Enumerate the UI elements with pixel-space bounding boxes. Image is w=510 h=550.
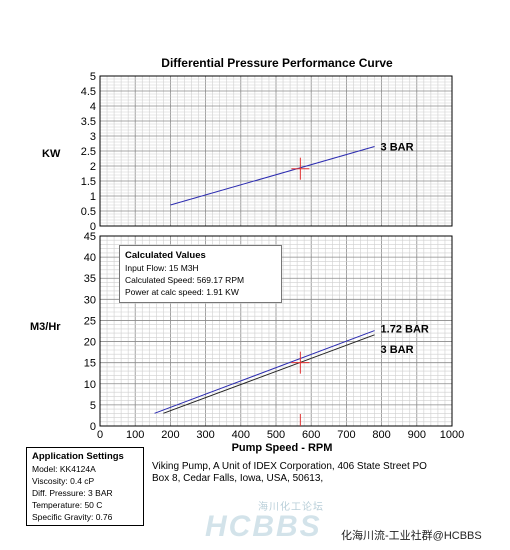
y-tick-label: 35 (84, 273, 96, 285)
y-axis-label-m3hr: M3/Hr (30, 321, 61, 333)
y-tick-label: 30 (84, 294, 96, 306)
setting-specific-gravity: Specific Gravity: 0.76 (32, 512, 113, 522)
chart-title: Differential Pressure Performance Curve (161, 56, 393, 70)
y-tick-label: 20 (84, 337, 96, 349)
y-tick-label: 0 (90, 221, 96, 233)
panel-frame (99, 235, 453, 427)
company-line-1: Viking Pump, A Unit of IDEX Corporation,… (152, 461, 427, 472)
application-settings-heading: Application Settings (32, 451, 124, 462)
y-tick-label: 15 (84, 358, 96, 370)
series-line (170, 146, 375, 206)
series-line (163, 334, 375, 414)
calc-speed: Calculated Speed: 569.17 RPM (125, 275, 245, 285)
series-label: 3 BAR (381, 344, 414, 356)
y-tick-label: 25 (84, 315, 96, 327)
x-tick-label: 700 (337, 429, 355, 441)
y-tick-label: 5 (90, 400, 96, 412)
setting-diff-pressure: Diff. Pressure: 3 BAR (32, 488, 113, 498)
y-axis-label-kw: KW (42, 148, 61, 160)
setting-temperature: Temperature: 50 C (32, 500, 103, 510)
y-tick-label: 0 (90, 421, 96, 433)
calc-input-flow: Input Flow: 15 M3H (125, 263, 199, 273)
series-label: 1.72 BAR (381, 324, 429, 336)
x-axis-label: Pump Speed - RPM (232, 442, 333, 454)
x-tick-label: 200 (161, 429, 179, 441)
y-tick-label: 4.5 (81, 86, 96, 98)
tick-labels: 5 4.5 4 3.5 3 2.5 2 1.5 1 0.5 0 3 BAR 45 40 35 30 25 20 15… (81, 71, 465, 441)
company-info: Viking Pump, A Unit of IDEX Corporation,… (152, 461, 452, 485)
series-line (154, 330, 375, 414)
x-tick-label: 400 (232, 429, 250, 441)
series-lines (154, 146, 375, 414)
panel-frame (99, 75, 453, 227)
application-settings-box: Application Settings Model: KK4124A Visc… (26, 447, 144, 526)
setting-viscosity: Viscosity: 0.4 cP (32, 476, 95, 486)
y-tick-label: 5 (90, 71, 96, 83)
calculated-values-box: Calculated Values Input Flow: 15 M3H Cal… (119, 245, 282, 303)
y-tick-label: 1 (90, 191, 96, 203)
plot-frame (99, 75, 453, 427)
calculated-values-heading: Calculated Values (125, 250, 206, 261)
y-tick-label: 1.5 (81, 176, 96, 188)
company-line-2: Box 8, Cedar Falls, Iowa, USA, 50613, (152, 473, 324, 484)
y-tick-label: 2 (90, 161, 96, 173)
y-tick-label: 10 (84, 379, 96, 391)
x-tick-label: 600 (302, 429, 320, 441)
watermark-cn: 海川化工论坛 (258, 502, 324, 513)
y-tick-label: 3.5 (81, 116, 96, 128)
x-tick-label: 1000 (440, 429, 464, 441)
y-tick-label: 4 (90, 101, 96, 113)
y-tick-label: 40 (84, 252, 96, 264)
watermark-en: HCBBS (205, 510, 322, 543)
y-tick-label: 3 (90, 131, 96, 143)
x-tick-label: 500 (267, 429, 285, 441)
x-tick-label: 800 (372, 429, 390, 441)
series-label: 3 BAR (381, 142, 414, 154)
y-tick-label: 0.5 (81, 206, 96, 218)
marker-crosses (291, 157, 310, 426)
x-tick-label: 300 (196, 429, 214, 441)
x-tick-label: 0 (97, 429, 103, 441)
footer-text: 化海川流-工业社群@HCBBS (341, 530, 482, 542)
x-tick-label: 900 (408, 429, 426, 441)
y-tick-label: 2.5 (81, 146, 96, 158)
calc-power: Power at calc speed: 1.91 KW (125, 287, 239, 297)
setting-model: Model: KK4124A (32, 464, 96, 474)
y-tick-label: 45 (84, 231, 96, 243)
x-tick-label: 100 (126, 429, 144, 441)
